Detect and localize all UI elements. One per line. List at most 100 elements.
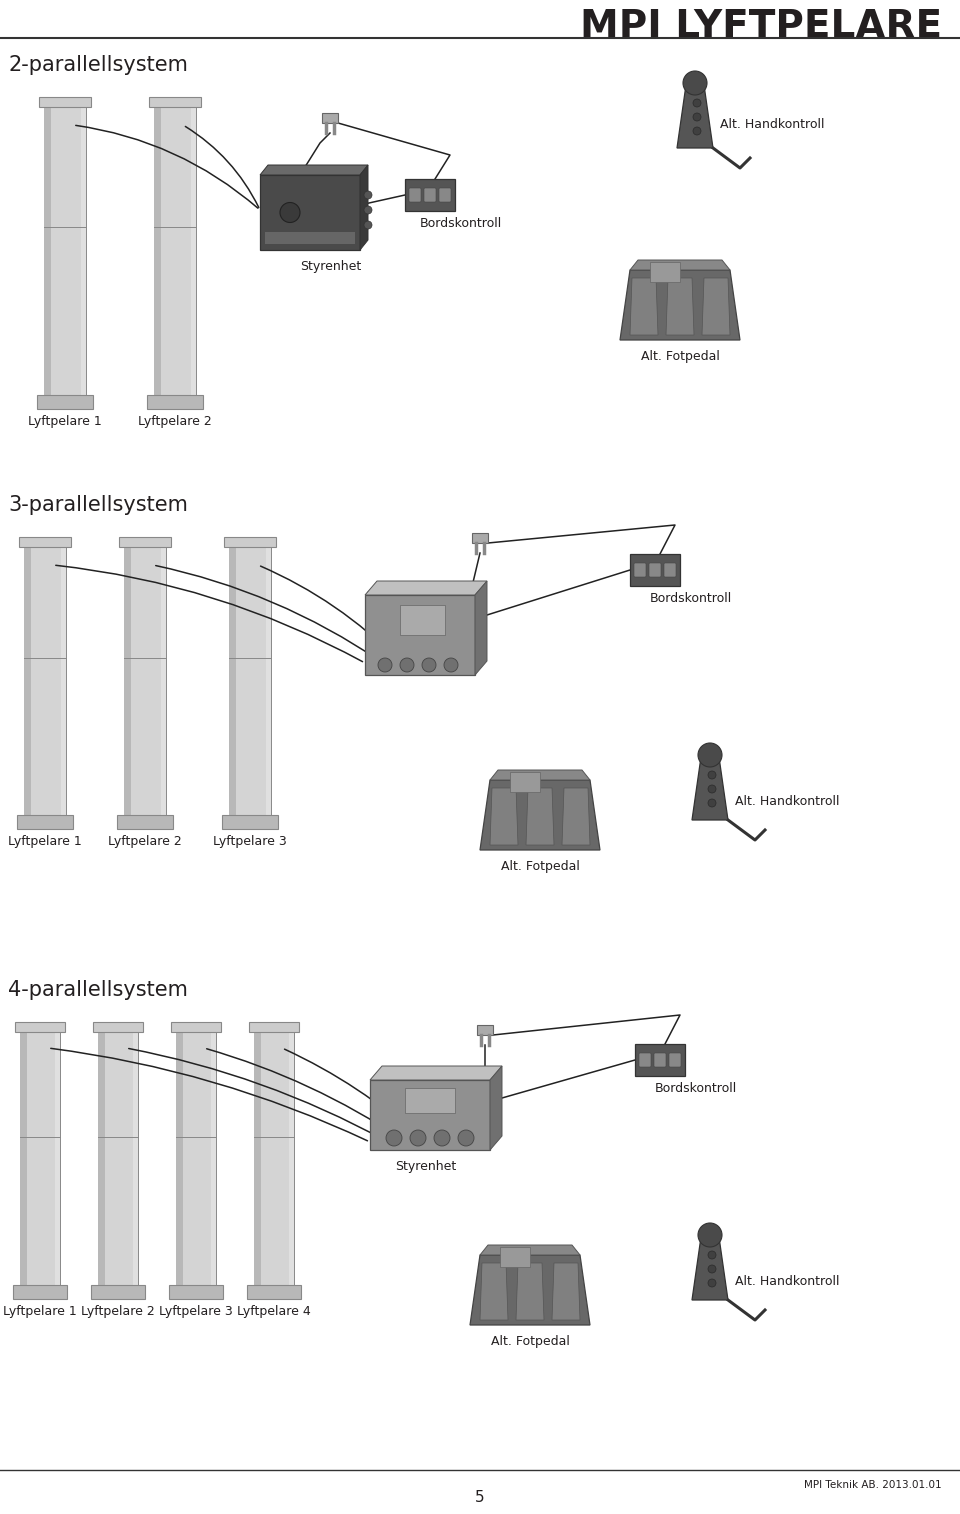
- Text: Lyftpelare 4: Lyftpelare 4: [237, 1305, 311, 1319]
- Circle shape: [708, 1279, 716, 1287]
- Polygon shape: [24, 545, 31, 815]
- Polygon shape: [562, 787, 590, 845]
- FancyBboxPatch shape: [654, 1054, 666, 1067]
- Polygon shape: [81, 104, 86, 395]
- Polygon shape: [161, 545, 166, 815]
- FancyBboxPatch shape: [510, 772, 540, 792]
- Polygon shape: [692, 749, 728, 821]
- Circle shape: [434, 1129, 450, 1146]
- Polygon shape: [20, 1030, 27, 1285]
- Circle shape: [410, 1129, 426, 1146]
- FancyBboxPatch shape: [247, 1285, 301, 1299]
- Polygon shape: [470, 1255, 590, 1325]
- FancyBboxPatch shape: [405, 1089, 455, 1113]
- FancyBboxPatch shape: [635, 1045, 685, 1076]
- Polygon shape: [370, 1066, 502, 1079]
- Polygon shape: [490, 787, 518, 845]
- Text: Alt. Fotpedal: Alt. Fotpedal: [491, 1335, 569, 1347]
- Polygon shape: [480, 1245, 580, 1255]
- FancyBboxPatch shape: [39, 97, 91, 107]
- Circle shape: [364, 206, 372, 213]
- Polygon shape: [365, 581, 487, 595]
- Polygon shape: [477, 1025, 493, 1036]
- FancyBboxPatch shape: [409, 188, 421, 201]
- Text: Lyftpelare 2: Lyftpelare 2: [82, 1305, 155, 1319]
- Circle shape: [698, 743, 722, 768]
- Text: Alt. Handkontroll: Alt. Handkontroll: [735, 1275, 839, 1288]
- Text: 5: 5: [475, 1490, 485, 1505]
- Polygon shape: [630, 279, 658, 335]
- Circle shape: [683, 71, 707, 95]
- FancyBboxPatch shape: [13, 1285, 67, 1299]
- FancyBboxPatch shape: [124, 545, 166, 815]
- Polygon shape: [490, 1066, 502, 1151]
- FancyBboxPatch shape: [229, 545, 271, 815]
- Circle shape: [693, 127, 701, 135]
- Polygon shape: [254, 1030, 261, 1285]
- FancyBboxPatch shape: [630, 554, 680, 586]
- FancyBboxPatch shape: [149, 97, 201, 107]
- FancyBboxPatch shape: [649, 563, 661, 577]
- Polygon shape: [692, 1229, 728, 1301]
- FancyBboxPatch shape: [17, 815, 73, 830]
- Polygon shape: [490, 771, 590, 780]
- Text: Alt. Fotpedal: Alt. Fotpedal: [640, 350, 719, 363]
- Polygon shape: [229, 545, 236, 815]
- FancyBboxPatch shape: [176, 1030, 216, 1285]
- Text: Lyftpelare 1: Lyftpelare 1: [8, 836, 82, 848]
- Polygon shape: [677, 79, 713, 148]
- FancyBboxPatch shape: [254, 1030, 294, 1285]
- Text: Bordskontroll: Bordskontroll: [420, 217, 502, 230]
- Text: Lyftpelare 1: Lyftpelare 1: [3, 1305, 77, 1319]
- Circle shape: [422, 659, 436, 672]
- Circle shape: [708, 784, 716, 793]
- FancyBboxPatch shape: [500, 1248, 530, 1267]
- Circle shape: [693, 114, 701, 121]
- Circle shape: [708, 799, 716, 807]
- Text: 2-parallellsystem: 2-parallellsystem: [8, 55, 188, 76]
- Polygon shape: [289, 1030, 294, 1285]
- Polygon shape: [133, 1030, 138, 1285]
- Text: Styrenhet: Styrenhet: [395, 1160, 456, 1173]
- Circle shape: [708, 1251, 716, 1260]
- FancyBboxPatch shape: [44, 104, 86, 395]
- Text: Bordskontroll: Bordskontroll: [655, 1083, 737, 1095]
- FancyBboxPatch shape: [169, 1285, 223, 1299]
- Polygon shape: [552, 1263, 580, 1320]
- FancyBboxPatch shape: [650, 262, 680, 282]
- Polygon shape: [526, 787, 554, 845]
- FancyBboxPatch shape: [93, 1022, 143, 1033]
- Polygon shape: [702, 279, 730, 335]
- Text: Bordskontroll: Bordskontroll: [650, 592, 732, 606]
- FancyBboxPatch shape: [20, 1030, 60, 1285]
- FancyBboxPatch shape: [119, 537, 171, 547]
- Text: Lyftpelare 2: Lyftpelare 2: [108, 836, 181, 848]
- FancyBboxPatch shape: [154, 104, 196, 395]
- Polygon shape: [370, 1079, 490, 1151]
- FancyBboxPatch shape: [265, 232, 355, 244]
- Circle shape: [708, 1266, 716, 1273]
- FancyBboxPatch shape: [664, 563, 676, 577]
- Polygon shape: [98, 1030, 105, 1285]
- FancyBboxPatch shape: [224, 537, 276, 547]
- Text: Lyftpelare 2: Lyftpelare 2: [138, 415, 212, 428]
- FancyBboxPatch shape: [19, 537, 71, 547]
- Polygon shape: [472, 533, 488, 544]
- Polygon shape: [61, 545, 66, 815]
- FancyBboxPatch shape: [639, 1054, 651, 1067]
- Text: Styrenhet: Styrenhet: [300, 260, 361, 273]
- Polygon shape: [55, 1030, 60, 1285]
- Polygon shape: [260, 176, 360, 250]
- FancyBboxPatch shape: [171, 1022, 221, 1033]
- FancyBboxPatch shape: [669, 1054, 681, 1067]
- FancyBboxPatch shape: [222, 815, 278, 830]
- Circle shape: [400, 659, 414, 672]
- FancyBboxPatch shape: [24, 545, 66, 815]
- Polygon shape: [211, 1030, 216, 1285]
- FancyBboxPatch shape: [147, 395, 203, 409]
- Circle shape: [280, 203, 300, 223]
- FancyBboxPatch shape: [405, 179, 455, 210]
- FancyBboxPatch shape: [117, 815, 173, 830]
- Circle shape: [698, 1223, 722, 1248]
- FancyBboxPatch shape: [15, 1022, 65, 1033]
